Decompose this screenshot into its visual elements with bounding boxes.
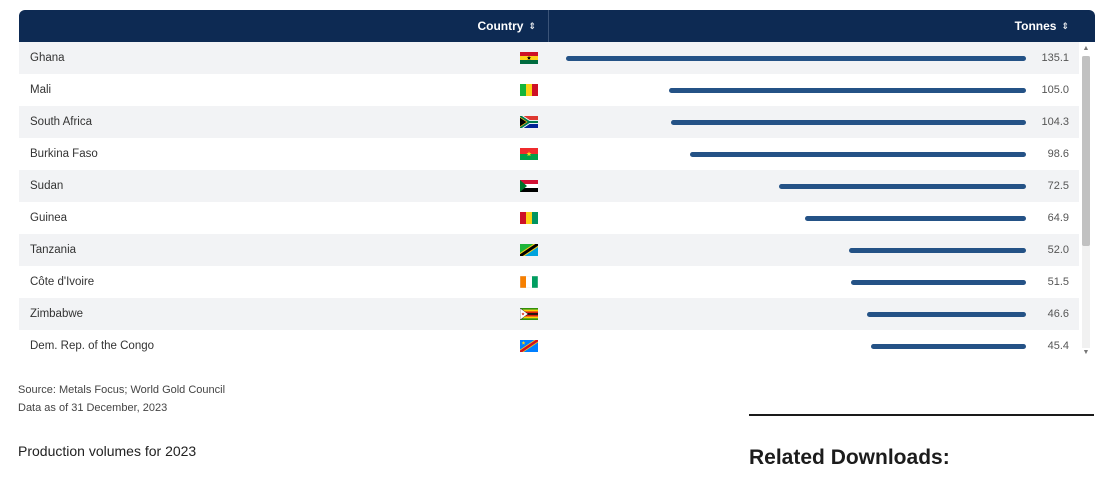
flag-icon	[520, 180, 538, 192]
flag-icon	[520, 148, 538, 160]
country-name: Ghana	[30, 52, 65, 64]
flag-icon	[520, 84, 538, 96]
flag-icon	[520, 340, 538, 352]
bar	[848, 248, 1026, 253]
bar	[805, 216, 1026, 221]
table-row: Sudan 72.5	[19, 170, 1079, 202]
value-label: 45.4	[1047, 340, 1069, 352]
data-date-text: Data as of 31 December, 2023	[18, 402, 168, 414]
table-row: Tanzania 52.0	[19, 234, 1079, 266]
country-name: Mali	[30, 84, 52, 96]
country-name: Burkina Faso	[30, 148, 98, 160]
flag-icon	[520, 244, 538, 256]
table-row: Guinea 64.9	[19, 202, 1079, 234]
table-row: Zimbabwe 46.6	[19, 298, 1079, 330]
table-row: Mali 105.0	[19, 74, 1079, 106]
country-name: Tanzania	[30, 244, 77, 256]
chart-subtitle: Production volumes for 2023	[18, 443, 197, 459]
table-row: Ghana 135.1	[19, 42, 1079, 74]
flag-icon	[520, 308, 538, 320]
bar	[779, 184, 1026, 189]
bar	[690, 152, 1026, 157]
value-label: 135.1	[1041, 52, 1069, 64]
table-header: Country ⇕ Tonnes ⇕	[19, 10, 1095, 42]
country-name: Côte d'Ivoire	[30, 276, 95, 288]
value-label: 104.3	[1041, 116, 1069, 128]
table-body: Ghana 135.1 Mali 105.0 South Africa 104.3 Burk…	[19, 42, 1079, 362]
scrollbar[interactable]: ▲ ▼	[1079, 44, 1091, 360]
bar	[850, 280, 1026, 285]
flag-icon	[520, 116, 538, 128]
country-name: South Africa	[30, 116, 93, 128]
divider	[749, 414, 1094, 416]
bar	[668, 88, 1026, 93]
country-name: Dem. Rep. of the Congo	[30, 340, 155, 352]
value-label: 64.9	[1047, 212, 1069, 224]
source-text: Source: Metals Focus; World Gold Council	[18, 384, 226, 396]
scroll-thumb[interactable]	[1082, 56, 1090, 246]
data-table: Country ⇕ Tonnes ⇕ Ghana 135.1 Mali 105.0 So…	[19, 10, 1095, 362]
scroll-up-arrow-icon[interactable]: ▲	[1082, 45, 1090, 52]
column-header-tonnes-label: Tonnes	[1014, 19, 1057, 33]
sort-icon[interactable]: ⇕	[528, 20, 536, 31]
value-label: 51.5	[1047, 276, 1069, 288]
bar	[867, 312, 1026, 317]
value-label: 98.6	[1047, 148, 1069, 160]
column-header-country[interactable]: Country ⇕	[19, 10, 549, 42]
value-label: 46.6	[1047, 308, 1069, 320]
source-note: Source: Metals Focus; World Gold Council…	[18, 381, 225, 417]
bar	[670, 120, 1026, 125]
scroll-down-arrow-icon[interactable]: ▼	[1082, 349, 1090, 356]
value-label: 52.0	[1047, 244, 1069, 256]
flag-icon	[520, 52, 538, 64]
bar	[566, 56, 1026, 61]
value-label: 105.0	[1041, 84, 1069, 96]
column-header-country-label: Country	[477, 19, 524, 33]
country-name: Zimbabwe	[30, 308, 84, 320]
table-row: Dem. Rep. of the Congo 45.4	[19, 330, 1079, 362]
country-name: Sudan	[30, 180, 64, 192]
bar	[871, 344, 1026, 349]
flag-icon	[520, 212, 538, 224]
flag-icon	[520, 276, 538, 288]
value-label: 72.5	[1047, 180, 1069, 192]
table-row: Burkina Faso 98.6	[19, 138, 1079, 170]
column-header-tonnes[interactable]: Tonnes ⇕	[549, 10, 1095, 42]
table-row: Côte d'Ivoire 51.5	[19, 266, 1079, 298]
sort-icon[interactable]: ⇕	[1061, 20, 1069, 31]
table-row: South Africa 104.3	[19, 106, 1079, 138]
country-name: Guinea	[30, 212, 68, 224]
related-downloads-heading: Related Downloads:	[749, 446, 950, 469]
